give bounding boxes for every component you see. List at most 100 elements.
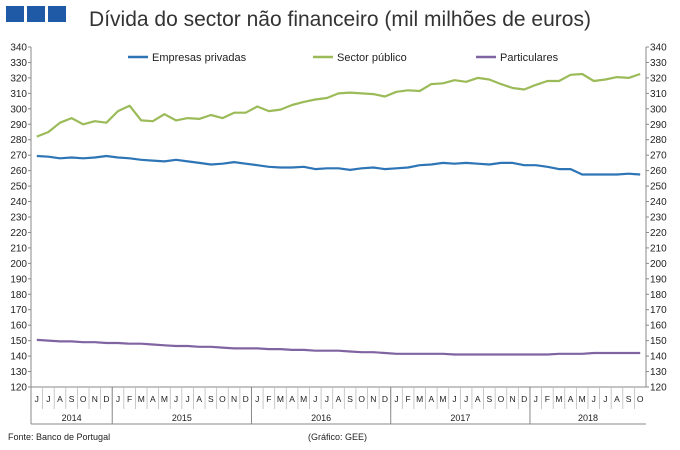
left-tick-label: 260 bbox=[10, 166, 27, 177]
right-tick-label: 340 bbox=[650, 43, 667, 54]
left-tick-label: 240 bbox=[10, 197, 27, 208]
month-label: M bbox=[161, 394, 168, 404]
source-note: Fonte: Banco de Portugal bbox=[8, 432, 111, 442]
month-label: F bbox=[266, 394, 271, 404]
left-tick-label: 330 bbox=[10, 58, 27, 69]
right-tick-label: 120 bbox=[650, 383, 667, 394]
right-tick-label: 330 bbox=[650, 58, 667, 69]
right-tick-label: 190 bbox=[650, 274, 667, 285]
logo-block-1 bbox=[6, 6, 24, 22]
legend-label: Particulares bbox=[500, 52, 559, 64]
left-tick-label: 230 bbox=[10, 213, 27, 224]
right-tick-label: 130 bbox=[650, 367, 667, 378]
right-tick-label: 300 bbox=[650, 104, 667, 115]
logo-block-3 bbox=[48, 6, 66, 22]
month-label: A bbox=[568, 394, 574, 404]
left-tick-label: 170 bbox=[10, 305, 27, 316]
series-line-particulares bbox=[36, 338, 641, 356]
chart-title: Dívida do sector não financeiro (mil mil… bbox=[89, 8, 591, 31]
month-label: J bbox=[452, 394, 456, 404]
month-label: J bbox=[325, 394, 329, 404]
month-label: F bbox=[406, 394, 411, 404]
month-label: A bbox=[289, 394, 295, 404]
month-label: F bbox=[545, 394, 550, 404]
month-label: A bbox=[196, 394, 202, 404]
left-tick-label: 190 bbox=[10, 274, 27, 285]
right-tick-label: 280 bbox=[650, 135, 667, 146]
year-label: 2018 bbox=[578, 413, 598, 423]
month-label: J bbox=[603, 394, 607, 404]
month-label: N bbox=[370, 394, 376, 404]
left-tick-label: 140 bbox=[10, 352, 27, 363]
right-tick-label: 150 bbox=[650, 336, 667, 347]
month-label: M bbox=[138, 394, 145, 404]
month-label: O bbox=[637, 394, 644, 404]
right-tick-label: 270 bbox=[650, 151, 667, 162]
month-label: N bbox=[509, 394, 515, 404]
legend: Empresas privadas Sector público Particula… bbox=[128, 52, 559, 64]
month-label: J bbox=[186, 394, 190, 404]
month-label: J bbox=[116, 394, 120, 404]
left-tick-label: 320 bbox=[10, 73, 27, 84]
month-label: J bbox=[464, 394, 468, 404]
right-tick-label: 160 bbox=[650, 321, 667, 332]
right-tick-label: 290 bbox=[650, 120, 667, 131]
month-label: A bbox=[475, 394, 481, 404]
right-tick-label: 200 bbox=[650, 259, 667, 270]
month-label: A bbox=[336, 394, 342, 404]
month-label: M bbox=[277, 394, 284, 404]
left-tick-label: 210 bbox=[10, 243, 27, 254]
month-label: O bbox=[358, 394, 365, 404]
logo bbox=[6, 6, 66, 22]
month-label: M bbox=[300, 394, 307, 404]
year-label: 2017 bbox=[450, 413, 470, 423]
year-label: 2015 bbox=[172, 413, 192, 423]
series-line-empresas-privadas bbox=[36, 154, 641, 176]
month-label: J bbox=[46, 394, 50, 404]
month-label: M bbox=[555, 394, 562, 404]
month-label: A bbox=[57, 394, 63, 404]
left-y-axis-ticks: 120 130 140 150 160 170 180 190 200 210 220 230 240 2… bbox=[10, 43, 31, 394]
month-label: J bbox=[313, 394, 317, 404]
month-label: J bbox=[394, 394, 398, 404]
month-label: M bbox=[416, 394, 423, 404]
month-label: A bbox=[614, 394, 620, 404]
month-label: S bbox=[347, 394, 353, 404]
legend-label: Sector público bbox=[337, 52, 407, 64]
right-tick-label: 170 bbox=[650, 305, 667, 316]
left-tick-label: 340 bbox=[10, 43, 27, 54]
left-tick-label: 310 bbox=[10, 89, 27, 100]
month-label: J bbox=[592, 394, 596, 404]
month-label: O bbox=[498, 394, 505, 404]
series-lines bbox=[36, 72, 641, 356]
month-label: D bbox=[103, 394, 109, 404]
month-label: J bbox=[534, 394, 538, 404]
year-label: 2014 bbox=[62, 413, 82, 423]
month-label: D bbox=[521, 394, 527, 404]
month-label: M bbox=[579, 394, 586, 404]
month-label: J bbox=[35, 394, 39, 404]
right-tick-label: 140 bbox=[650, 352, 667, 363]
right-tick-label: 220 bbox=[650, 228, 667, 239]
right-tick-label: 320 bbox=[650, 73, 667, 84]
left-tick-label: 160 bbox=[10, 321, 27, 332]
month-label: O bbox=[219, 394, 226, 404]
left-tick-label: 300 bbox=[10, 104, 27, 115]
series-line-sector-publico bbox=[36, 72, 641, 138]
month-label: M bbox=[439, 394, 446, 404]
left-tick-label: 120 bbox=[10, 383, 27, 394]
month-label: D bbox=[382, 394, 388, 404]
legend-label: Empresas privadas bbox=[152, 52, 247, 64]
left-tick-label: 270 bbox=[10, 151, 27, 162]
right-y-axis-ticks: 120 130 140 150 160 170 180 190 200 210 220 230 240 2… bbox=[646, 43, 667, 394]
month-label: S bbox=[626, 394, 632, 404]
right-tick-label: 210 bbox=[650, 243, 667, 254]
left-tick-label: 130 bbox=[10, 367, 27, 378]
month-label: A bbox=[428, 394, 434, 404]
logo-block-2 bbox=[27, 6, 45, 22]
right-tick-label: 250 bbox=[650, 182, 667, 193]
month-label: N bbox=[231, 394, 237, 404]
year-label: 2016 bbox=[311, 413, 331, 423]
